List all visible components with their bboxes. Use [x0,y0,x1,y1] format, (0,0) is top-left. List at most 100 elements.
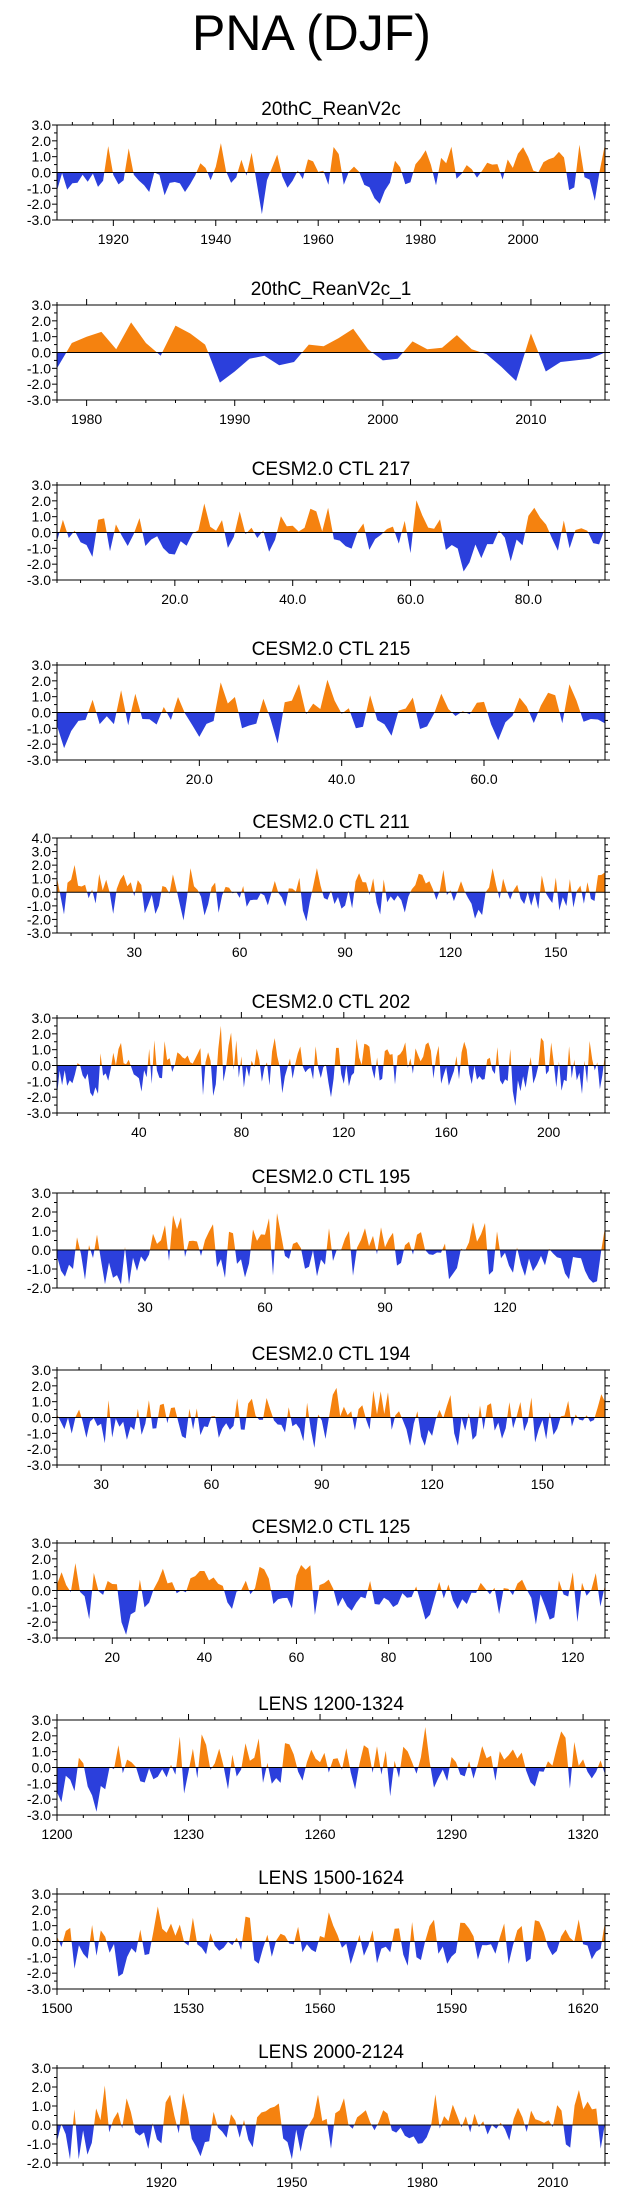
x-tick-label: 90 [377,1299,393,1315]
x-tick-label: 1500 [41,2000,72,2016]
x-tick-label: 1980 [405,231,436,247]
y-tick-label: -3.0 [27,925,51,941]
chart-9: CESM2.0 CTL 125 3.02.01.00.0-1.0-2.0-3.0 2… [27,1517,610,1665]
y-tick-label: 2.0 [32,1902,52,1918]
y-tick-label: 0.0 [32,1058,52,1074]
y-tick-label: 4.0 [32,830,52,846]
y-tick-label: -2.0 [27,1614,51,1630]
y-tick-label: 3.0 [32,1712,52,1728]
x-tick-label: 1200 [41,1826,72,1842]
y-tick-label: -2.0 [27,1089,51,1105]
x-tick-label: 120 [332,1124,356,1140]
negative-area [57,1767,605,1812]
x-tick-label: 100 [469,1649,493,1665]
y-tick-label: -1.0 [27,1073,51,1089]
x-tick-label: 1950 [276,2174,307,2190]
negative-area [57,1590,605,1635]
x-tick-label: 120 [493,1299,517,1315]
positive-area [57,679,605,713]
x-tick-label: 1530 [173,2000,204,2016]
y-tick-label: 2.0 [32,493,52,509]
y-tick-label: -3.0 [27,392,51,408]
y-tick-label: 0.0 [32,1583,52,1599]
y-tick-label: 3.0 [32,477,52,493]
x-tick-label: 1990 [219,411,250,427]
chart-title: 20thC_ReanV2c_1 [251,279,412,300]
negative-area [57,892,605,922]
y-tick-label: -3.0 [27,1457,51,1473]
x-tick-label: 40.0 [279,591,306,607]
y-tick-label: 1.0 [32,1223,52,1239]
y-tick-label: 1.0 [32,871,52,887]
x-tick-label: 120 [420,1476,444,1492]
y-tick-label: 1.0 [32,1918,52,1934]
x-tick-label: 1230 [173,1826,204,1842]
positive-area [57,322,605,353]
y-tick-label: -2.0 [27,736,51,752]
y-tick-label: -2.0 [27,376,51,392]
x-tick-label: 30 [137,1299,153,1315]
positive-area [57,1727,605,1768]
x-tick-label: 1620 [568,2000,599,2016]
negative-area [57,1065,605,1106]
y-tick-label: 2.0 [32,2079,52,2095]
chart-title: CESM2.0 CTL 195 [252,1167,411,1188]
y-tick-label: -2.0 [27,196,51,212]
chart-12: LENS 2000-2124 3.0 2.0 1.0 0.0 -1.0 -2.0 1920 19… [27,2042,610,2190]
chart-8: CESM2.0 CTL 194 3.02.01.00.0-1.0-2.0-3.0 3… [27,1344,610,1492]
y-tick-label: 1.0 [32,689,52,705]
y-tick-label: 2.0 [32,1378,52,1394]
y-tick-label: -1.0 [27,1949,51,1965]
y-tick-label: -1.0 [27,1775,51,1791]
x-tick-label: 20.0 [161,591,188,607]
x-tick-label: 150 [544,944,568,960]
y-tick-label: -1.0 [27,2136,51,2152]
x-tick-label: 30 [93,1476,109,1492]
chart-10: LENS 1200-1324 3.02.01.00.0-1.0-2.0-3.0 12… [27,1694,610,1842]
y-tick-label: -3.0 [27,1807,51,1823]
y-tick-label: -3.0 [27,752,51,768]
y-tick-label: -3.0 [27,1630,51,1646]
y-tick-label: -1.0 [27,898,51,914]
chart-title: LENS 2000-2124 [258,2042,404,2063]
negative-area [57,352,605,383]
y-tick-label: -2.0 [27,911,51,927]
positive-area [57,1387,605,1418]
y-tick-label: -2.0 [27,1791,51,1807]
positive-area [57,1025,605,1066]
x-tick-label: 40 [131,1124,147,1140]
y-tick-label: 3.0 [32,657,52,673]
y-tick-label: -2.0 [27,2155,51,2171]
x-tick-label: 90 [314,1476,330,1492]
x-tick-label: 80.0 [515,591,542,607]
x-tick-label: 1920 [98,231,129,247]
y-tick-label: 3.0 [32,1362,52,1378]
x-tick-label: 40 [197,1649,213,1665]
x-tick-label: 1980 [71,411,102,427]
y-tick-label: 0.0 [32,2117,52,2133]
y-tick-label: -1.0 [27,180,51,196]
chart-6: CESM2.0 CTL 202 3.02.01.00.0-1.0-2.0-3.0 4… [27,992,610,1140]
x-tick-label: 90 [337,944,353,960]
negative-area [57,172,605,215]
y-tick-label: -3.0 [27,1105,51,1121]
x-tick-label: 20.0 [186,771,213,787]
x-tick-label: 1560 [304,2000,335,2016]
x-tick-label: 30 [126,944,142,960]
y-tick-label: 2.0 [32,1728,52,1744]
y-tick-label: 3.0 [32,2060,52,2076]
x-tick-label: 20 [104,1649,120,1665]
y-tick-label: -1.0 [27,1425,51,1441]
x-tick-label: 60.0 [397,591,424,607]
x-tick-label: 1940 [200,231,231,247]
chart-7: CESM2.0 CTL 195 3.0 2.0 1.0 0.0 -1.0 -2.0 30 60 9… [27,1167,610,1315]
y-tick-label: -2.0 [27,1280,51,1296]
x-tick-label: 150 [531,1476,555,1492]
chart-5: CESM2.0 CTL 211 4.03.02.01.00.0-1.0-2.0-3… [27,812,610,960]
y-tick-label: -3.0 [27,212,51,228]
y-tick-label: 3.0 [32,1886,52,1902]
chart-11: LENS 1500-1624 3.02.01.00.0-1.0-2.0-3.0 15… [27,1868,610,2016]
y-tick-label: 1.0 [32,329,52,345]
y-tick-label: 0.0 [32,525,52,541]
